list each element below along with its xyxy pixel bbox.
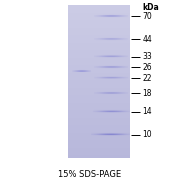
Text: kDa: kDa (142, 3, 159, 12)
Text: 33: 33 (142, 52, 152, 61)
Text: 22: 22 (142, 74, 152, 83)
Text: 10: 10 (142, 130, 152, 139)
Text: 18: 18 (142, 89, 152, 98)
Text: 26: 26 (142, 63, 152, 72)
Text: 70: 70 (142, 12, 152, 21)
Text: 44: 44 (142, 35, 152, 44)
Text: 15% SDS-PAGE: 15% SDS-PAGE (58, 170, 122, 179)
Text: 14: 14 (142, 107, 152, 116)
